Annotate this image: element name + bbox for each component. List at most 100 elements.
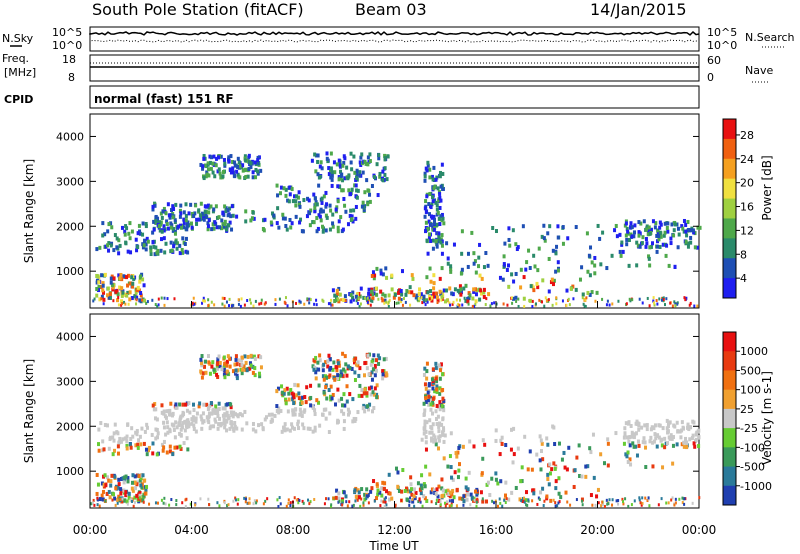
heatmap-cell	[123, 477, 127, 482]
heatmap-cell	[674, 304, 677, 308]
heatmap-cell	[420, 296, 423, 300]
heatmap-cell	[107, 241, 111, 246]
heatmap-cell	[348, 500, 351, 504]
heatmap-cell	[235, 362, 239, 367]
heatmap-cell	[634, 431, 638, 436]
heatmap-cell	[412, 487, 416, 492]
heatmap-cell	[428, 430, 432, 435]
heatmap-cell	[124, 302, 127, 306]
heatmap-cell	[206, 354, 210, 359]
heatmap-cell	[113, 233, 117, 238]
heatmap-cell	[211, 360, 215, 365]
heatmap-cell	[263, 302, 266, 306]
heatmap-cell	[491, 226, 495, 231]
heatmap-cell	[517, 304, 520, 308]
heatmap-cell	[409, 475, 413, 480]
heatmap-cell	[117, 296, 120, 300]
heatmap-cell	[168, 408, 172, 413]
heatmap-cell	[211, 161, 215, 166]
heatmap-cell	[589, 493, 593, 498]
heatmap-cell	[152, 407, 156, 412]
heatmap-cell	[335, 162, 339, 167]
heatmap-cell	[437, 198, 441, 203]
heatmap-cell	[466, 264, 470, 269]
heatmap-cell	[254, 429, 258, 434]
heatmap-cell	[144, 247, 148, 252]
heatmap-cell	[442, 408, 446, 413]
heatmap-cell	[144, 242, 148, 247]
heatmap-cell	[169, 240, 173, 245]
heatmap-cell	[218, 171, 222, 176]
heatmap-cell	[520, 499, 523, 503]
heatmap-cell	[360, 487, 364, 492]
heatmap-cell	[455, 298, 458, 302]
heatmap-cell	[561, 225, 565, 230]
heatmap-cell	[552, 425, 556, 430]
heatmap-cell	[618, 232, 622, 237]
heatmap-cell	[243, 409, 247, 414]
heatmap-cell	[203, 163, 207, 168]
heatmap-cell	[435, 222, 439, 227]
heatmap-cell	[229, 170, 233, 175]
heatmap-cell	[251, 170, 255, 175]
heatmap-cell	[194, 429, 198, 434]
heatmap-cell	[235, 214, 239, 219]
heatmap-cell	[100, 481, 104, 486]
heatmap-cell	[360, 152, 364, 157]
heatmap-cell	[636, 439, 640, 444]
heatmap-cell	[303, 302, 306, 306]
heatmap-cell	[222, 367, 226, 372]
heatmap-cell	[341, 163, 345, 168]
heatmap-cell	[683, 296, 686, 300]
heatmap-cell	[195, 221, 199, 226]
heatmap-cell	[150, 432, 154, 437]
heatmap-cell	[278, 191, 282, 196]
heatmap-cell	[137, 438, 141, 443]
heatmap-cell	[437, 236, 441, 241]
heatmap-cell	[348, 213, 352, 218]
heatmap-cell	[160, 403, 164, 408]
heatmap-cell	[199, 201, 203, 206]
heatmap-cell	[228, 304, 231, 308]
heatmap-cell	[154, 220, 158, 225]
heatmap-cell	[291, 412, 295, 417]
heatmap-cell	[670, 222, 674, 227]
heatmap-cell	[341, 178, 345, 183]
heatmap-cell	[163, 296, 166, 300]
heatmap-cell	[669, 236, 673, 241]
heatmap-cell	[668, 420, 672, 425]
heatmap-cell	[248, 497, 251, 501]
heatmap-cell	[186, 250, 190, 255]
heatmap-cell	[215, 407, 219, 412]
heatmap-cell	[338, 184, 342, 189]
heatmap-cell	[427, 383, 431, 388]
heatmap-cell	[632, 234, 636, 239]
heatmap-cell	[556, 268, 560, 273]
heatmap-cell	[133, 480, 137, 485]
heatmap-cell	[330, 183, 334, 188]
heatmap-cell	[276, 386, 280, 391]
heatmap-cell	[370, 287, 374, 292]
heatmap-cell	[572, 484, 576, 489]
heatmap-cell	[689, 240, 693, 245]
heatmap-cell	[599, 262, 603, 267]
heatmap-cell	[240, 362, 244, 367]
heatmap-cell	[467, 470, 471, 475]
heatmap-cell	[438, 386, 442, 391]
heatmap-cell	[193, 211, 197, 216]
heatmap-cell	[154, 416, 158, 421]
colorbar-tick-label: -500	[740, 461, 765, 474]
heatmap-cell	[688, 437, 692, 442]
heatmap-cell	[156, 501, 159, 505]
heatmap-cell	[183, 419, 187, 424]
heatmap-cell	[292, 401, 296, 406]
heatmap-cell	[140, 482, 144, 487]
x-tick-label: 04:00	[174, 523, 209, 537]
heatmap-cell	[264, 499, 267, 503]
heatmap-cell	[238, 164, 242, 169]
heatmap-cell	[292, 410, 296, 415]
heatmap-cell	[213, 417, 217, 422]
heatmap-cell	[349, 151, 353, 156]
heatmap-cell	[183, 428, 187, 433]
heatmap-cell	[308, 502, 311, 506]
